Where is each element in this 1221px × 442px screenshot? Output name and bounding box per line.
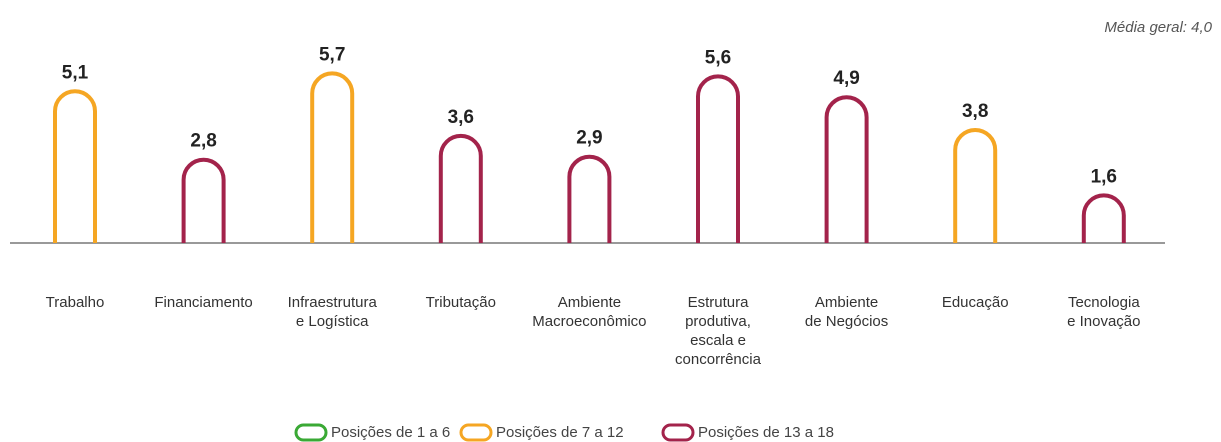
- legend-swatch: [661, 423, 695, 442]
- bar: [824, 95, 869, 243]
- x-tick-label: Estrutura produtiva, escala e concorrênc…: [675, 294, 761, 368]
- legend-swatch: [294, 423, 328, 442]
- bar: [953, 128, 998, 243]
- x-tick-label: Infraestrutura e Logística: [287, 294, 377, 330]
- x-tick-label: Educação: [941, 294, 1009, 311]
- legend-swatch: [459, 423, 493, 442]
- x-tick-label: Tecnologia e Inovação: [1067, 294, 1141, 330]
- value-label: 2,9: [576, 128, 602, 149]
- value-label: 5,6: [705, 47, 731, 68]
- annotation: Média geral: 4,0: [1104, 19, 1212, 36]
- value-label: 3,8: [962, 101, 988, 122]
- value-label: 2,8: [190, 131, 216, 152]
- value-label: 3,6: [448, 107, 474, 128]
- value-label: 5,1: [62, 62, 89, 83]
- value-label: 1,6: [1091, 166, 1117, 187]
- bar: [53, 89, 97, 243]
- x-tick-label: Tributação: [425, 294, 496, 311]
- legend-label: Posições de 13 a 18: [698, 424, 834, 441]
- bar: [1081, 193, 1126, 243]
- bar: [696, 74, 740, 243]
- bar: [438, 133, 483, 243]
- legend-label: Posições de 7 a 12: [496, 424, 624, 441]
- x-tick-label: Ambiente de Negócios: [804, 294, 889, 330]
- bar: [181, 157, 226, 243]
- legend-label: Posições de 1 a 6: [331, 424, 450, 441]
- bar: [310, 71, 355, 243]
- value-label: 4,9: [833, 68, 859, 89]
- x-tick-label: Ambiente Macroeconômico: [532, 294, 647, 330]
- value-label: 5,7: [319, 44, 345, 65]
- x-tick-label: Trabalho: [45, 294, 105, 311]
- x-tick-label: Financiamento: [154, 294, 253, 311]
- bar: [567, 154, 612, 243]
